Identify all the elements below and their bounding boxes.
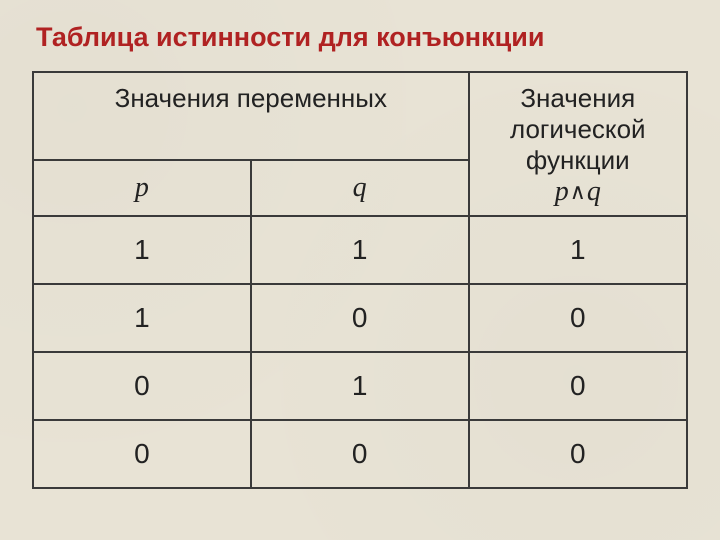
truth-table: Значения переменных Значения логической … xyxy=(32,71,688,489)
cell-q: 1 xyxy=(251,216,469,284)
column-p: p xyxy=(33,160,251,216)
cell-q: 1 xyxy=(251,352,469,420)
page-title: Таблица истинности для конъюнкции xyxy=(36,22,688,53)
page: Таблица истинности для конъюнкции Значен… xyxy=(0,0,720,540)
header-function-line1: Значения xyxy=(476,83,680,114)
header-function-line2: логической xyxy=(476,114,680,145)
wedge-icon: ∧ xyxy=(569,179,587,204)
cell-r: 0 xyxy=(469,420,687,488)
expr-q: q xyxy=(587,176,601,207)
header-function-expr: p∧q xyxy=(476,175,680,208)
cell-p: 1 xyxy=(33,216,251,284)
header-function-line3: функции xyxy=(476,145,680,176)
cell-p: 0 xyxy=(33,352,251,420)
column-q: q xyxy=(251,160,469,216)
table-row: 0 1 0 xyxy=(33,352,687,420)
header-function: Значения логической функции p∧q xyxy=(469,72,687,216)
cell-q: 0 xyxy=(251,420,469,488)
cell-p: 0 xyxy=(33,420,251,488)
table-row: 1 0 0 xyxy=(33,284,687,352)
cell-p: 1 xyxy=(33,284,251,352)
table-row: 0 0 0 xyxy=(33,420,687,488)
cell-r: 0 xyxy=(469,352,687,420)
table-row: 1 1 1 xyxy=(33,216,687,284)
expr-p: p xyxy=(555,176,569,207)
header-row-1: Значения переменных Значения логической … xyxy=(33,72,687,160)
cell-r: 1 xyxy=(469,216,687,284)
cell-r: 0 xyxy=(469,284,687,352)
cell-q: 0 xyxy=(251,284,469,352)
header-variables: Значения переменных xyxy=(33,72,469,160)
